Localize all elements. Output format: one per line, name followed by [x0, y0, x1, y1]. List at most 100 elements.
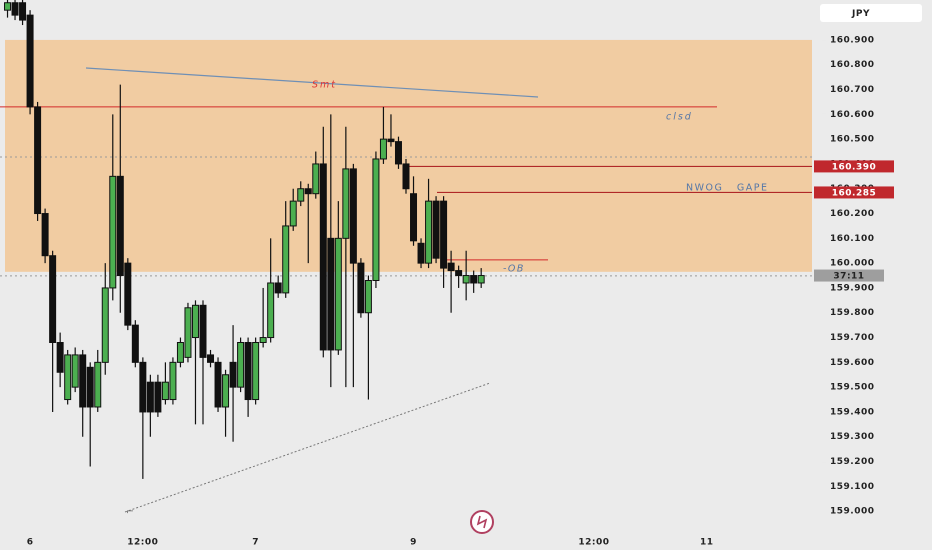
y-tick-label: 159.600 — [830, 358, 875, 368]
candle-body — [101, 287, 109, 363]
candle-body — [4, 2, 12, 11]
candle-body — [282, 225, 290, 294]
candle-body — [124, 262, 132, 326]
zone — [5, 39, 812, 272]
candle-body — [64, 354, 72, 401]
candle-body — [222, 374, 230, 408]
x-tick-label: 6 — [27, 538, 34, 548]
candle-body — [379, 138, 387, 160]
annotation: -OB — [503, 264, 525, 275]
candle-body — [49, 255, 57, 344]
candle-body — [139, 361, 147, 413]
candle-body — [71, 354, 79, 388]
candle-body — [191, 304, 199, 339]
candle-body — [109, 175, 117, 289]
annotation: NWOG GAPE — [686, 183, 769, 194]
candle-body — [470, 275, 478, 284]
curve-line — [124, 382, 491, 513]
candle-body — [417, 242, 425, 264]
candle-body — [327, 237, 335, 351]
candle-body — [410, 193, 418, 242]
level-box — [814, 186, 894, 199]
candle-body — [86, 366, 94, 408]
x-tick-label: 12:00 — [127, 538, 158, 548]
countdown: 37:11 — [833, 272, 864, 282]
candle-body — [432, 200, 440, 259]
candle-body — [342, 168, 350, 239]
candle-body — [289, 200, 297, 227]
y-tick-label: 160.500 — [830, 135, 875, 145]
candle-body — [214, 361, 222, 408]
candle-body — [161, 381, 169, 401]
candle-body — [477, 275, 485, 284]
y-tick-label: 159.200 — [830, 457, 875, 467]
candle-body — [440, 200, 448, 269]
trend-line — [85, 67, 539, 98]
candle-body — [237, 342, 245, 388]
candle-body — [319, 163, 327, 351]
candle-body — [259, 337, 267, 344]
y-tick-label: 159.100 — [830, 482, 875, 492]
candle-body — [304, 188, 312, 195]
candle-body — [387, 138, 395, 143]
y-tick-label: 159.400 — [830, 407, 875, 417]
candle-body — [56, 342, 64, 373]
candle-body — [244, 342, 252, 401]
y-tick-label: 160.100 — [830, 234, 875, 244]
zone-layer — [0, 39, 812, 277]
x-tick-label: 11 — [700, 538, 714, 548]
y-tick-label: 159.500 — [830, 383, 875, 393]
candle-body — [229, 361, 237, 388]
candle-body — [116, 175, 124, 277]
curve-marker: ⌐ — [126, 507, 134, 518]
candle-body — [364, 280, 372, 314]
candle-body — [274, 282, 282, 294]
candle-body — [462, 275, 470, 284]
candle-body — [169, 361, 177, 401]
candle-body — [79, 354, 87, 408]
y-tick-label: 160.900 — [830, 35, 875, 45]
candle-body — [154, 381, 162, 413]
level-label: 160.390 — [832, 162, 877, 172]
y-tick-label: 160.600 — [830, 110, 875, 120]
level-label: 160.285 — [832, 188, 877, 198]
y-tick-label: 160.200 — [830, 209, 875, 219]
level-box — [814, 160, 894, 173]
candle-body — [34, 106, 42, 215]
x-tick-label: 9 — [410, 538, 417, 548]
candle-body — [334, 237, 342, 351]
candle-body — [297, 188, 305, 202]
annotation: clsd — [666, 112, 693, 123]
candle-body — [447, 262, 455, 272]
annotation: Smt — [312, 80, 337, 91]
candle-body — [252, 342, 260, 401]
candle-body — [94, 361, 102, 408]
candle-body — [402, 163, 410, 190]
candle-body — [11, 2, 19, 16]
candle-body — [425, 200, 433, 264]
candle-body — [455, 270, 463, 277]
y-tick-label: 160.000 — [830, 259, 875, 269]
candle-body — [184, 307, 192, 358]
candle-body — [176, 342, 184, 363]
x-tick-label: 12:00 — [578, 538, 609, 548]
candle-body — [267, 282, 275, 339]
logo-glyph — [476, 515, 488, 529]
candle-body — [26, 14, 34, 108]
candle-body — [207, 354, 215, 363]
currency-box — [820, 4, 922, 22]
candle-body — [41, 213, 49, 257]
candle-body — [19, 2, 27, 21]
countdown-box — [814, 269, 884, 282]
x-tick-label: 7 — [252, 538, 259, 548]
candle-body — [372, 158, 380, 282]
currency: JPY — [851, 9, 870, 19]
y-tick-label: 159.000 — [830, 507, 875, 517]
y-tick-label: 159.700 — [830, 333, 875, 343]
candle-body — [131, 324, 139, 363]
candle-body — [357, 262, 365, 314]
y-tick-label: 159.800 — [830, 308, 875, 318]
y-tick-label: 160.700 — [830, 85, 875, 95]
